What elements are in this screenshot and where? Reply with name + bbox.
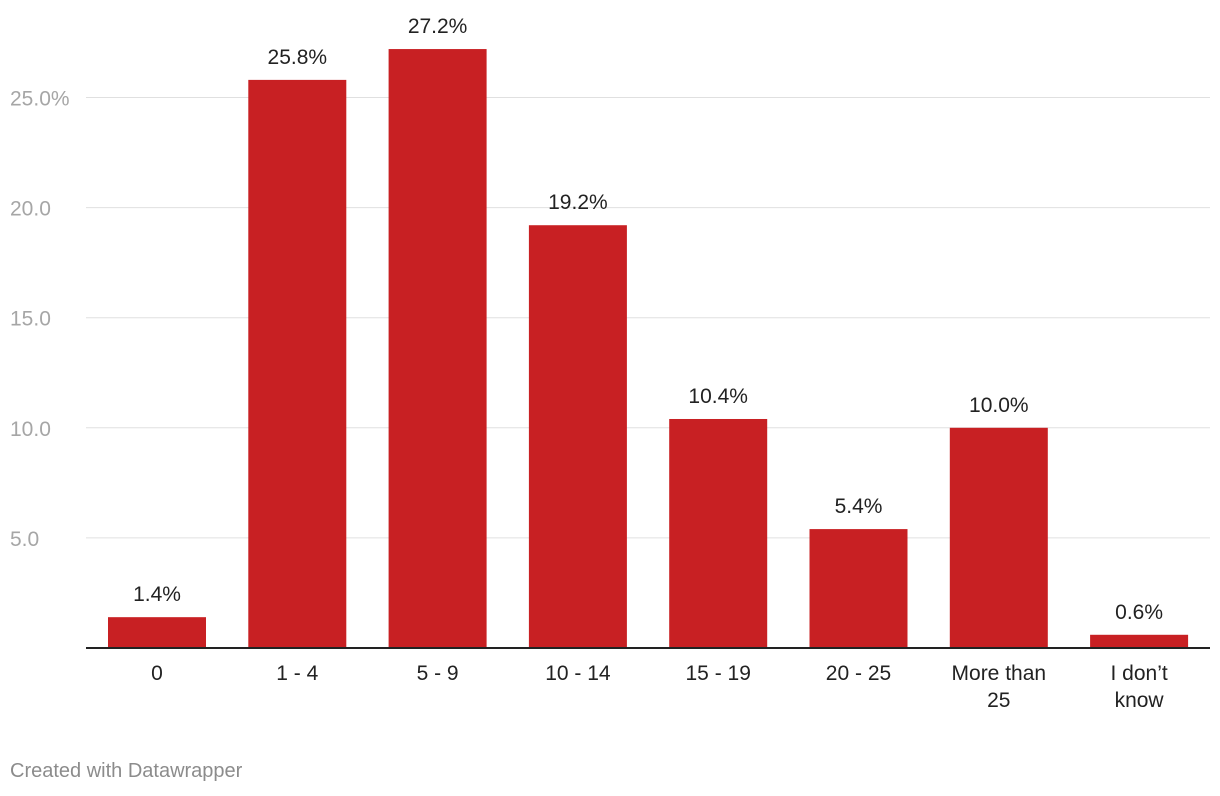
data-label: 19.2% <box>548 191 608 214</box>
y-tick-label: 10.0 <box>10 418 51 441</box>
bars <box>108 49 1189 648</box>
x-tick-label: More than 25 <box>952 662 1047 712</box>
bar-chart: 5.0 10.0 15.0 20.0 25.0% 1.4% 25.8% 27.2% 19.2%… <box>10 15 1210 712</box>
bar <box>388 49 487 648</box>
x-tick-label: 1 - 4 <box>276 662 318 685</box>
data-label: 25.8% <box>268 46 328 69</box>
credit-text: Created with Datawrapper <box>10 760 243 782</box>
bar <box>108 617 206 648</box>
x-tick-label: I don’t know <box>1110 662 1167 712</box>
data-label: 10.0% <box>969 394 1029 417</box>
y-tick-label: 5.0 <box>10 528 39 551</box>
bar <box>248 79 347 648</box>
data-label: 5.4% <box>835 495 883 518</box>
y-tick-label: 25.0% <box>10 88 70 111</box>
x-tick-label: 20 - 25 <box>826 662 891 685</box>
data-label: 10.4% <box>688 385 748 408</box>
x-tick-label: 15 - 19 <box>686 662 751 685</box>
data-label: 0.6% <box>1115 601 1163 624</box>
bar <box>528 225 627 648</box>
y-tick-label: 20.0 <box>10 198 51 221</box>
bar <box>949 427 1048 648</box>
x-tick-label: 5 - 9 <box>417 662 459 685</box>
data-labels: 1.4% 25.8% 27.2% 19.2% 10.4% 5.4% 10.0% 0.6% <box>133 15 1163 624</box>
y-tick-label: 15.0 <box>10 308 51 331</box>
y-axis-ticks: 5.0 10.0 15.0 20.0 25.0% <box>10 88 70 551</box>
data-label: 1.4% <box>133 583 181 606</box>
bar <box>809 529 908 648</box>
x-tick-label: 10 - 14 <box>545 662 611 685</box>
bar <box>669 418 768 648</box>
x-axis-ticks: 0 1 - 4 5 - 9 10 - 14 15 - 19 20 - 25 More tha… <box>151 662 1168 712</box>
bar <box>1090 634 1189 648</box>
x-tick-label: 0 <box>151 662 163 685</box>
data-label: 27.2% <box>408 15 468 38</box>
